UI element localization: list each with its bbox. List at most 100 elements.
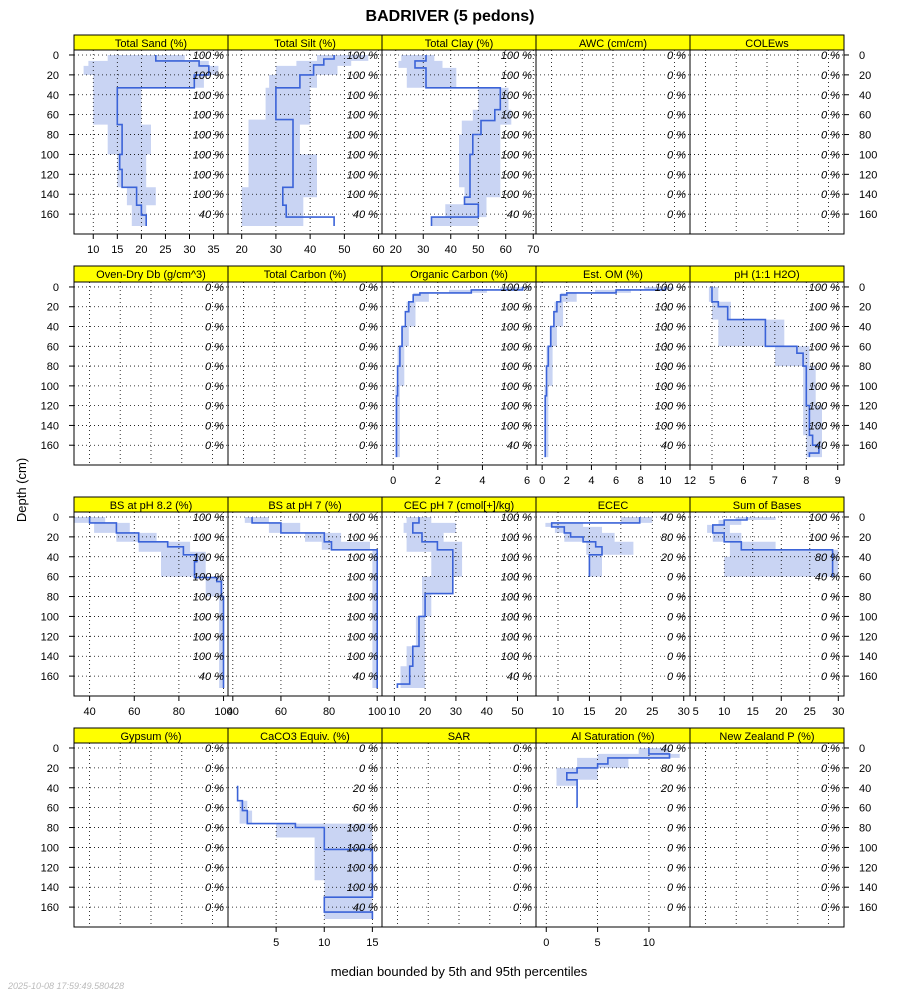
data-percent-label: 100 % xyxy=(501,322,532,334)
data-percent-label: 0 % xyxy=(821,763,840,775)
data-percent-label: 100 % xyxy=(347,842,378,854)
y-tick-label-right: 60 xyxy=(859,341,871,353)
data-percent-label: 100 % xyxy=(347,512,378,524)
data-percent-label: 100 % xyxy=(347,189,378,201)
data-percent-label: 0 % xyxy=(513,862,532,874)
panel-strip-label: COLEws xyxy=(745,38,789,50)
y-tick-label-right: 60 xyxy=(859,572,871,584)
y-tick-label-left: 60 xyxy=(47,572,59,584)
x-tick-label: 0 xyxy=(539,475,545,487)
data-percent-label: 100 % xyxy=(193,169,224,181)
panel-cec-ph-7-cmol-kg: CEC pH 7 (cmol[+]/kg)100 %100 %100 %100 … xyxy=(381,496,537,718)
panel-strip-label: Est. OM (%) xyxy=(583,269,643,281)
data-percent-label: 0 % xyxy=(667,169,686,181)
data-percent-label: 100 % xyxy=(501,532,532,544)
panel-oven-dry-db-g-cm-3: Oven-Dry Db (g/cm^3)0 %0 %0 %0 %0 %0 %0 … xyxy=(73,265,229,466)
data-percent-label: 0 % xyxy=(821,862,840,874)
data-percent-label: 0 % xyxy=(667,651,686,663)
data-percent-label: 0 % xyxy=(205,302,224,314)
data-percent-label: 100 % xyxy=(501,592,532,604)
data-percent-label: 0 % xyxy=(205,882,224,894)
y-tick-label-left: 160 xyxy=(41,209,59,221)
panel-frame xyxy=(689,49,845,235)
data-percent-label: 100 % xyxy=(501,611,532,623)
data-percent-label: 100 % xyxy=(347,70,378,82)
data-percent-label: 0 % xyxy=(821,209,840,221)
y-tick-label-left: 80 xyxy=(47,361,59,373)
y-tick-label-left: 60 xyxy=(47,341,59,353)
data-percent-label: 0 % xyxy=(205,823,224,835)
data-percent-label: 100 % xyxy=(193,532,224,544)
data-percent-label: 100 % xyxy=(501,512,532,524)
y-tick-label-left: 120 xyxy=(41,169,59,181)
data-percent-label: 100 % xyxy=(347,651,378,663)
y-tick-label-right: 20 xyxy=(859,70,871,82)
x-tick-label: 60 xyxy=(500,244,512,256)
x-tick-label: 10 xyxy=(552,706,564,718)
data-percent-label: 100 % xyxy=(193,130,224,142)
panel-strip-label: CEC pH 7 (cmol[+]/kg) xyxy=(404,500,514,512)
y-tick-label-right: 60 xyxy=(859,110,871,122)
y-tick-label-left: 40 xyxy=(47,322,59,334)
x-tick-label: 7 xyxy=(772,475,778,487)
median-line xyxy=(550,517,641,577)
x-tick-label: 10 xyxy=(659,475,671,487)
data-percent-label: 0 % xyxy=(513,783,532,795)
data-percent-label: 0 % xyxy=(821,130,840,142)
data-percent-label: 100 % xyxy=(347,572,378,584)
percentile-band xyxy=(707,517,839,577)
data-percent-label: 100 % xyxy=(193,631,224,643)
data-percent-label: 60 % xyxy=(353,803,378,815)
data-percent-label: 100 % xyxy=(501,552,532,564)
x-tick-label: 100 xyxy=(368,706,386,718)
data-percent-label: 0 % xyxy=(359,763,378,775)
y-tick-label-right: 40 xyxy=(859,552,871,564)
data-percent-label: 100 % xyxy=(655,401,686,413)
x-tick-label: 5 xyxy=(595,937,601,949)
data-percent-label: 0 % xyxy=(513,882,532,894)
data-percent-label: 100 % xyxy=(501,189,532,201)
y-tick-label-right: 60 xyxy=(859,803,871,815)
panel-bs-at-ph-7: BS at pH 7 (%) 100 % 100 % 100 % 100 % 100 % 1… xyxy=(227,496,386,718)
y-tick-label-left: 0 xyxy=(53,282,59,294)
x-tick-label: 25 xyxy=(159,244,171,256)
y-tick-label-right: 20 xyxy=(859,302,871,314)
data-percent-label: 0 % xyxy=(821,671,840,683)
data-percent-label: 100 % xyxy=(501,381,532,393)
data-percent-label: 0 % xyxy=(667,209,686,221)
y-tick-label-right: 100 xyxy=(859,149,877,161)
y-tick-label-left: 160 xyxy=(41,902,59,914)
data-percent-label: 40 % xyxy=(353,209,378,221)
data-percent-label: 0 % xyxy=(359,440,378,452)
data-percent-label: 100 % xyxy=(809,420,840,432)
data-percent-label: 100 % xyxy=(655,282,686,294)
data-percent-label: 100 % xyxy=(809,512,840,524)
data-percent-label: 0 % xyxy=(205,842,224,854)
data-percent-label: 100 % xyxy=(347,592,378,604)
x-tick-label: 9 xyxy=(835,475,841,487)
data-percent-label: 100 % xyxy=(809,341,840,353)
panel-strip-label: AWC (cm/cm) xyxy=(579,38,647,50)
data-percent-label: 0 % xyxy=(359,322,378,334)
x-tick-label: 10 xyxy=(643,937,655,949)
y-tick-label-left: 120 xyxy=(41,631,59,643)
data-percent-label: 0 % xyxy=(205,341,224,353)
data-percent-label: 0 % xyxy=(667,882,686,894)
y-tick-label-right: 100 xyxy=(859,381,877,393)
y-tick-label-left: 140 xyxy=(41,651,59,663)
y-tick-label-left: 140 xyxy=(41,420,59,432)
panel-strip-label: Sum of Bases xyxy=(733,500,802,512)
y-tick-label-left: 20 xyxy=(47,70,59,82)
y-tick-label-right: 0 xyxy=(859,50,865,62)
x-tick-label: 60 xyxy=(372,244,384,256)
data-percent-label: 40 % xyxy=(661,743,686,755)
x-tick-label: 4 xyxy=(479,475,485,487)
panel-total-silt: Total Silt (%) 100 % 100 % 100 % 100 % 100 % 1… xyxy=(227,34,385,256)
data-percent-label: 100 % xyxy=(347,169,378,181)
y-tick-label-right: 140 xyxy=(859,189,877,201)
y-tick-label-right: 0 xyxy=(859,282,865,294)
y-tick-label-right: 80 xyxy=(859,130,871,142)
panel-strip-label: pH (1:1 H2O) xyxy=(734,269,799,281)
data-percent-label: 0 % xyxy=(205,743,224,755)
x-tick-label: 30 xyxy=(678,706,690,718)
